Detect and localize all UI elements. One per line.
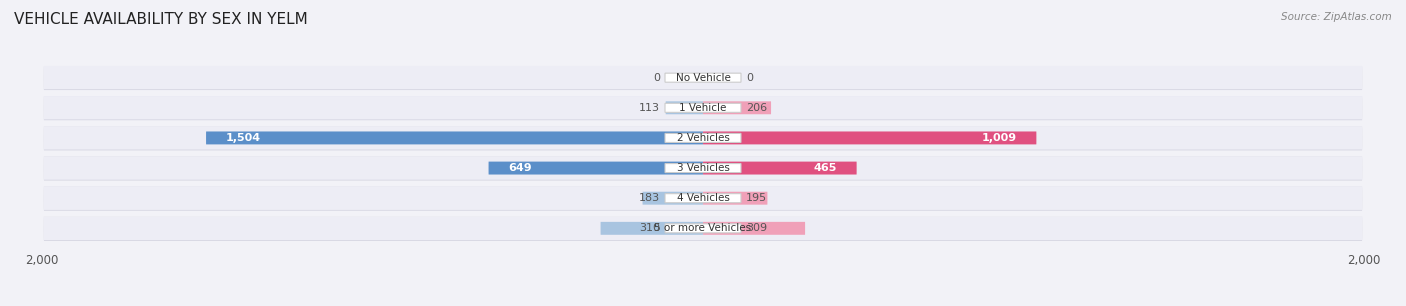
Text: 649: 649 [509, 163, 531, 173]
Text: Source: ZipAtlas.com: Source: ZipAtlas.com [1281, 12, 1392, 22]
FancyBboxPatch shape [207, 132, 703, 144]
Text: No Vehicle: No Vehicle [675, 73, 731, 83]
FancyBboxPatch shape [643, 192, 703, 205]
FancyBboxPatch shape [44, 96, 1362, 120]
FancyBboxPatch shape [665, 163, 741, 173]
Text: 3 Vehicles: 3 Vehicles [676, 163, 730, 173]
Text: VEHICLE AVAILABILITY BY SEX IN YELM: VEHICLE AVAILABILITY BY SEX IN YELM [14, 12, 308, 27]
FancyBboxPatch shape [703, 132, 1036, 144]
FancyBboxPatch shape [665, 133, 741, 143]
FancyBboxPatch shape [488, 162, 703, 174]
FancyBboxPatch shape [703, 101, 770, 114]
Text: 113: 113 [640, 103, 659, 113]
FancyBboxPatch shape [44, 187, 1362, 211]
FancyBboxPatch shape [44, 66, 1362, 89]
Text: 310: 310 [640, 223, 659, 233]
FancyBboxPatch shape [665, 103, 741, 112]
FancyBboxPatch shape [665, 101, 703, 114]
Text: 5 or more Vehicles: 5 or more Vehicles [654, 223, 752, 233]
FancyBboxPatch shape [44, 157, 1362, 181]
FancyBboxPatch shape [665, 73, 741, 82]
Text: 195: 195 [747, 193, 768, 203]
Text: 465: 465 [814, 163, 837, 173]
FancyBboxPatch shape [44, 96, 1362, 120]
Text: 2 Vehicles: 2 Vehicles [676, 133, 730, 143]
FancyBboxPatch shape [703, 222, 806, 235]
FancyBboxPatch shape [703, 192, 768, 205]
Text: 206: 206 [747, 103, 768, 113]
FancyBboxPatch shape [44, 126, 1362, 150]
Text: 1,009: 1,009 [981, 133, 1017, 143]
Text: 0: 0 [747, 73, 754, 83]
FancyBboxPatch shape [44, 156, 1362, 180]
Text: 183: 183 [638, 193, 659, 203]
Text: 0: 0 [652, 73, 659, 83]
FancyBboxPatch shape [44, 217, 1362, 240]
FancyBboxPatch shape [44, 186, 1362, 210]
FancyBboxPatch shape [44, 66, 1362, 90]
FancyBboxPatch shape [44, 126, 1362, 150]
Text: 1 Vehicle: 1 Vehicle [679, 103, 727, 113]
FancyBboxPatch shape [665, 224, 741, 233]
Text: 309: 309 [747, 223, 768, 233]
Text: 4 Vehicles: 4 Vehicles [676, 193, 730, 203]
Text: 1,504: 1,504 [226, 133, 262, 143]
FancyBboxPatch shape [665, 194, 741, 203]
FancyBboxPatch shape [600, 222, 703, 235]
FancyBboxPatch shape [44, 217, 1362, 241]
FancyBboxPatch shape [703, 162, 856, 174]
